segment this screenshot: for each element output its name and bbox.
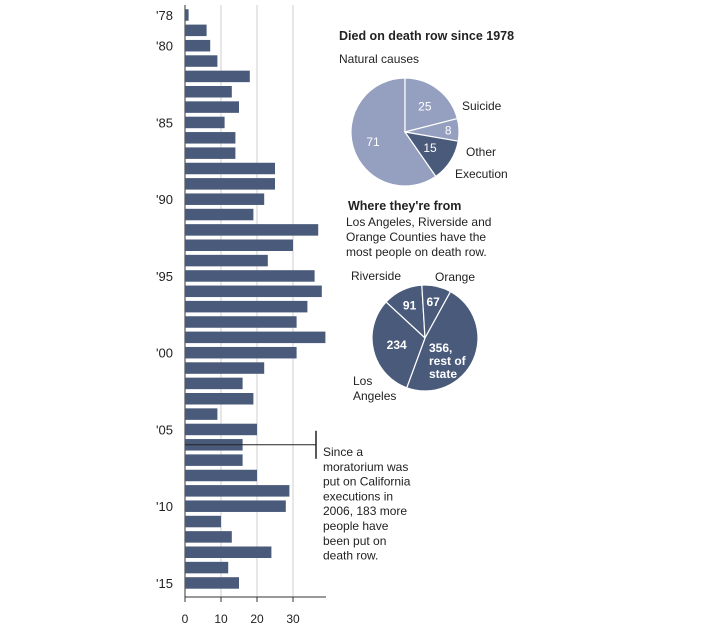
- year-tick-labels: '78 '80 '85 '90 '95 '00 '05 '10 '15: [156, 8, 173, 591]
- bar-1991: [185, 208, 254, 221]
- bar-1994: [185, 254, 268, 267]
- annotation-line: Since a: [323, 445, 363, 459]
- slice-rest-of-state: [405, 290, 479, 392]
- year-tick-1985: '85: [156, 115, 173, 130]
- bar-1982: [185, 70, 250, 83]
- bar-2005: [185, 423, 257, 436]
- bar-2010: [185, 500, 286, 512]
- bar-1978: [185, 9, 189, 21]
- bar-1999: [185, 331, 326, 344]
- bar-2011: [185, 515, 221, 528]
- bar-series: [185, 9, 326, 589]
- slice-label-suicide: Suicide: [462, 99, 502, 113]
- bar-2008: [185, 469, 257, 482]
- bar-2007: [185, 454, 243, 466]
- annotation-line: put on California: [323, 475, 411, 489]
- bar-1990: [185, 193, 265, 205]
- bar-chart: '78 '80 '85 '90 '95 '00 '05 '10 '15 0 10 20 30 Sinc…: [156, 5, 411, 626]
- annotation-line: death row.: [323, 549, 378, 563]
- x-tick-10: 10: [214, 612, 228, 626]
- where-theyre-from-pie: Where they're from Los Angeles, Riversid…: [346, 199, 491, 403]
- slice-value-rest-of-state: rest of: [429, 354, 467, 368]
- annotation-line: been put on: [323, 534, 386, 548]
- pie2-subtitle-line: Los Angeles, Riverside and: [346, 215, 491, 229]
- slice-value-other: 8: [445, 123, 452, 137]
- bar-1989: [185, 178, 275, 190]
- slice-value-los-angeles: 234: [387, 338, 407, 352]
- annotation-line: 2006, 183 more: [323, 504, 407, 518]
- slice-label-los-angeles: Los: [353, 374, 372, 388]
- x-axis: 0 10 20 30: [182, 596, 326, 626]
- bar-2002: [185, 377, 243, 390]
- year-tick-1995: '95: [156, 269, 173, 284]
- bar-2012: [185, 531, 232, 543]
- bar-1985: [185, 116, 225, 129]
- slice-value-rest-of-state: 356,: [429, 341, 452, 355]
- bar-2003: [185, 393, 254, 405]
- bar-2000: [185, 346, 297, 359]
- slice-value-suicide: 25: [418, 99, 432, 113]
- slice-label-other: Other: [466, 145, 496, 159]
- bar-1997: [185, 300, 308, 313]
- year-tick-1990: '90: [156, 192, 173, 207]
- bar-2014: [185, 561, 229, 574]
- year-tick-2010: '10: [156, 499, 173, 514]
- bar-1979: [185, 24, 207, 37]
- bar-2015: [185, 577, 239, 589]
- slice-natural-causes: [350, 77, 437, 187]
- pie2-title: Where they're from: [348, 199, 461, 213]
- slice-value-natural-causes: 71: [366, 135, 380, 149]
- slice-label-execution: Execution: [455, 167, 508, 181]
- bar-1981: [185, 55, 218, 67]
- bar-2004: [185, 408, 218, 420]
- bar-1995: [185, 270, 315, 282]
- bar-1980: [185, 39, 211, 52]
- bar-1988: [185, 162, 275, 175]
- annotation-line: moratorium was: [323, 460, 408, 474]
- slice-value-rest-of-state: state: [429, 367, 457, 381]
- died-on-death-row-pie: Died on death row since 1978 71 25 8 15 Natu…: [339, 29, 514, 187]
- pie2-subtitle-line: Orange Counties have the: [346, 230, 486, 244]
- bar-1993: [185, 239, 293, 251]
- slice-label-natural-causes: Natural causes: [339, 52, 419, 66]
- bar-2013: [185, 546, 272, 558]
- annotation-line: executions in: [323, 489, 393, 503]
- year-tick-1978: '78: [156, 8, 173, 23]
- year-tick-1980: '80: [156, 39, 173, 54]
- year-tick-2005: '05: [156, 422, 173, 437]
- pie1-title: Died on death row since 1978: [339, 29, 514, 43]
- slice-los-angeles: [371, 301, 426, 389]
- slice-value-orange: 67: [426, 295, 440, 309]
- slice-value-execution: 15: [423, 141, 437, 155]
- annotation-line: people have: [323, 519, 389, 533]
- pie2-subtitle-line: most people on death row.: [346, 245, 487, 259]
- year-tick-2015: '15: [156, 576, 173, 591]
- slice-label-los-angeles: Angeles: [353, 389, 396, 403]
- slice-execution: [403, 131, 459, 178]
- x-tick-20: 20: [250, 612, 264, 626]
- year-tick-2000: '00: [156, 346, 173, 361]
- bar-2001: [185, 362, 265, 374]
- bar-1998: [185, 316, 297, 328]
- slice-suicide: [404, 77, 459, 133]
- bar-1986: [185, 132, 236, 144]
- bar-2009: [185, 485, 290, 497]
- slice-label-riverside: Riverside: [351, 269, 401, 283]
- bar-1987: [185, 147, 236, 159]
- x-tick-30: 30: [286, 612, 300, 626]
- slice-value-riverside: 91: [403, 298, 417, 312]
- bar-1992: [185, 224, 319, 236]
- slice-label-orange: Orange: [435, 270, 475, 284]
- bar-1983: [185, 86, 232, 98]
- bar-1984: [185, 101, 239, 113]
- x-tick-0: 0: [182, 612, 189, 626]
- bar-1996: [185, 285, 322, 298]
